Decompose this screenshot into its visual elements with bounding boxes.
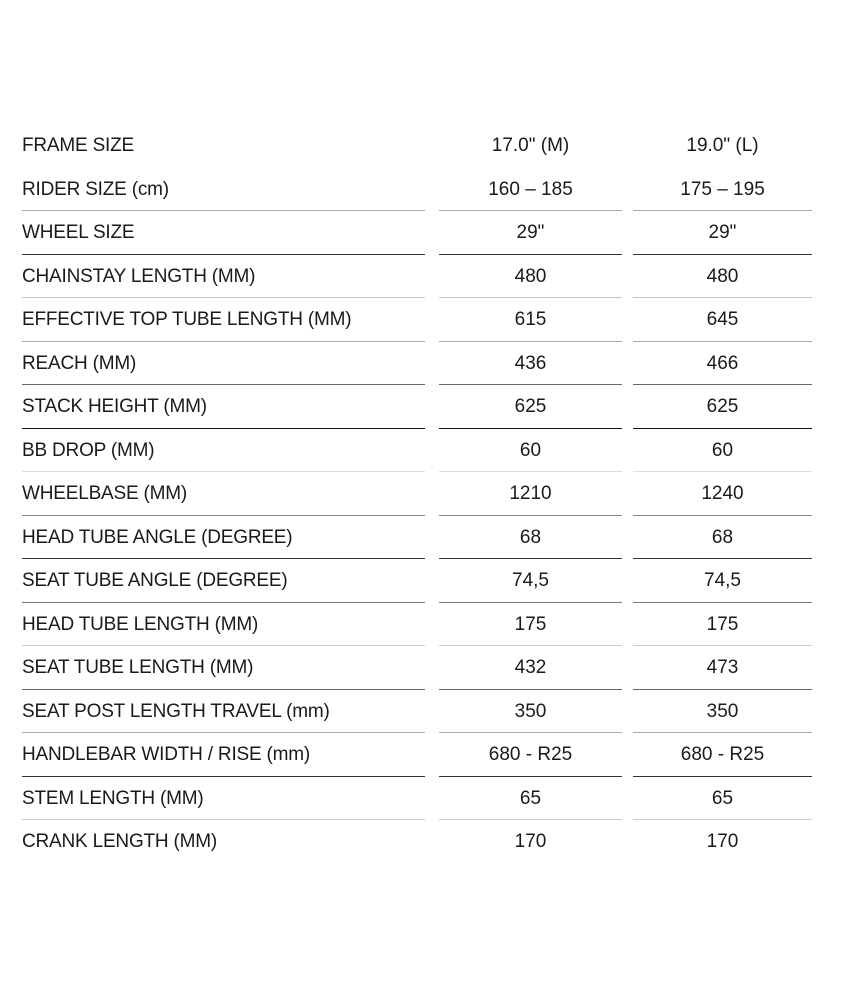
value-17-m: 350 bbox=[439, 690, 622, 733]
value-19-l: 175 bbox=[633, 603, 812, 646]
value-17-m: 65 bbox=[439, 777, 622, 820]
row-label: STEM LENGTH (MM) bbox=[22, 777, 425, 820]
table-row: EFFECTIVE TOP TUBE LENGTH (MM) 615 645 bbox=[22, 298, 812, 342]
row-label: HEAD TUBE LENGTH (MM) bbox=[22, 603, 425, 646]
row-label: WHEEL SIZE bbox=[22, 211, 425, 255]
row-label: RIDER SIZE (cm) bbox=[22, 168, 425, 211]
value-19-l: 65 bbox=[633, 777, 812, 820]
value-19-l: 170 bbox=[706, 831, 739, 852]
value-17-m: 29" bbox=[439, 211, 622, 255]
value-17-m: 74,5 bbox=[439, 559, 622, 603]
value-17-m: 625 bbox=[439, 385, 622, 429]
value-19-l: 350 bbox=[633, 690, 812, 733]
value-19-l: 625 bbox=[633, 385, 812, 429]
row-label: CRANK LENGTH (MM) bbox=[22, 831, 218, 852]
row-label: BB DROP (MM) bbox=[22, 429, 425, 472]
row-label: FRAME SIZE bbox=[22, 135, 135, 156]
row-label: SEAT TUBE LENGTH (MM) bbox=[22, 646, 425, 690]
value-17-m: 1210 bbox=[439, 472, 622, 516]
value-17-m: 615 bbox=[439, 298, 622, 342]
table-row: WHEELBASE (MM) 1210 1240 bbox=[22, 472, 812, 516]
value-19-l: 74,5 bbox=[633, 559, 812, 603]
value-17-m: 68 bbox=[439, 516, 622, 559]
table-row: SEAT TUBE ANGLE (DEGREE) 74,5 74,5 bbox=[22, 559, 812, 603]
value-17-m: 175 bbox=[439, 603, 622, 646]
geometry-table: FRAME SIZE 17.0" (M) 19.0" (L) RIDER SIZE (… bbox=[22, 124, 812, 864]
value-19-l: 68 bbox=[633, 516, 812, 559]
table-row: SEAT TUBE LENGTH (MM) 432 473 bbox=[22, 646, 812, 690]
value-17-m: 17.0" (M) bbox=[491, 135, 570, 156]
table-row: STEM LENGTH (MM) 65 65 bbox=[22, 777, 812, 820]
table-row: HANDLEBAR WIDTH / RISE (mm) 680 - R25 680 … bbox=[22, 733, 812, 777]
value-19-l: 680 - R25 bbox=[633, 733, 812, 777]
table-row: HEAD TUBE ANGLE (DEGREE) 68 68 bbox=[22, 516, 812, 559]
value-19-l: 19.0" (L) bbox=[686, 135, 759, 156]
table-row: WHEEL SIZE 29" 29" bbox=[22, 211, 812, 255]
table-row: CHAINSTAY LENGTH (MM) 480 480 bbox=[22, 255, 812, 298]
value-17-m: 60 bbox=[439, 429, 622, 472]
table-row: FRAME SIZE 17.0" (M) 19.0" (L) bbox=[22, 124, 812, 168]
value-17-m: 436 bbox=[439, 342, 622, 385]
value-19-l: 645 bbox=[633, 298, 812, 342]
value-19-l: 1240 bbox=[633, 472, 812, 516]
table-row: SEAT POST LENGTH TRAVEL (mm) 350 350 bbox=[22, 690, 812, 733]
value-17-m: 170 bbox=[514, 831, 547, 852]
row-label: HANDLEBAR WIDTH / RISE (mm) bbox=[22, 733, 425, 777]
value-19-l: 29" bbox=[633, 211, 812, 255]
row-label: SEAT TUBE ANGLE (DEGREE) bbox=[22, 559, 425, 603]
row-label: HEAD TUBE ANGLE (DEGREE) bbox=[22, 516, 425, 559]
table-row: STACK HEIGHT (MM) 625 625 bbox=[22, 385, 812, 429]
table-row: RIDER SIZE (cm) 160 – 185 175 – 195 bbox=[22, 168, 812, 211]
row-label: EFFECTIVE TOP TUBE LENGTH (MM) bbox=[22, 298, 425, 342]
value-19-l: 175 – 195 bbox=[633, 168, 812, 211]
value-17-m: 480 bbox=[439, 255, 622, 298]
value-17-m: 432 bbox=[439, 646, 622, 690]
table-row: HEAD TUBE LENGTH (MM) 175 175 bbox=[22, 603, 812, 646]
row-label: SEAT POST LENGTH TRAVEL (mm) bbox=[22, 690, 425, 733]
row-label: REACH (MM) bbox=[22, 342, 425, 385]
value-17-m: 160 – 185 bbox=[439, 168, 622, 211]
value-19-l: 480 bbox=[633, 255, 812, 298]
value-19-l: 60 bbox=[633, 429, 812, 472]
table-row: CRANK LENGTH (MM) 170 170 bbox=[22, 820, 812, 864]
table-row: REACH (MM) 436 466 bbox=[22, 342, 812, 385]
value-19-l: 473 bbox=[633, 646, 812, 690]
table-row: BB DROP (MM) 60 60 bbox=[22, 429, 812, 472]
value-19-l: 466 bbox=[633, 342, 812, 385]
row-label: STACK HEIGHT (MM) bbox=[22, 385, 425, 429]
row-label: WHEELBASE (MM) bbox=[22, 472, 425, 516]
value-17-m: 680 - R25 bbox=[439, 733, 622, 777]
row-label: CHAINSTAY LENGTH (MM) bbox=[22, 255, 425, 298]
